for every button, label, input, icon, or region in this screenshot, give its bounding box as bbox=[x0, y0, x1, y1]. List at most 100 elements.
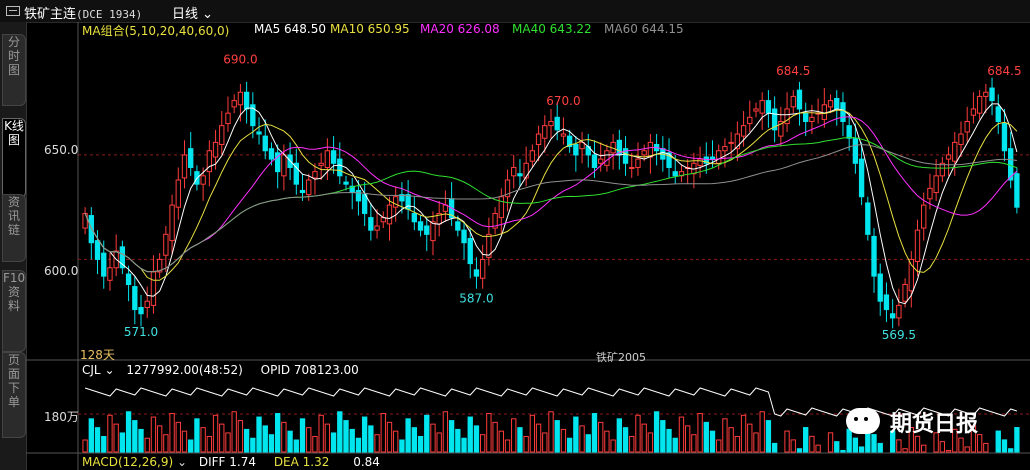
volume-bar bbox=[405, 418, 411, 453]
volume-bar bbox=[306, 427, 312, 453]
period-selector[interactable]: 日线 ⌄ bbox=[172, 3, 213, 22]
candle-body bbox=[417, 221, 424, 231]
volume-bar bbox=[858, 446, 865, 453]
tab-news-chain[interactable]: 资讯链 bbox=[2, 194, 26, 262]
candle-body bbox=[293, 162, 299, 185]
candle-body bbox=[703, 156, 709, 164]
candle-body bbox=[492, 212, 498, 229]
volume-bar bbox=[834, 441, 840, 453]
volume-bar bbox=[250, 437, 256, 453]
volume-bar bbox=[150, 416, 157, 453]
candle-body bbox=[461, 229, 467, 244]
candle-body bbox=[641, 150, 647, 156]
volume-bar bbox=[684, 425, 691, 453]
candle-body bbox=[740, 125, 747, 137]
candle-body bbox=[635, 158, 641, 168]
candle-body bbox=[591, 154, 598, 168]
volume-bar bbox=[722, 418, 728, 453]
candle-body bbox=[231, 100, 237, 108]
ma-line-ma40 bbox=[84, 136, 1018, 273]
volume-bar bbox=[647, 432, 654, 453]
volume-bar bbox=[181, 430, 188, 453]
ma-line-ma5 bbox=[84, 103, 1018, 305]
volume-bar bbox=[914, 435, 921, 453]
volume-bar bbox=[591, 413, 598, 453]
candle-body bbox=[262, 135, 268, 152]
volume-bar bbox=[629, 435, 635, 453]
candle-body bbox=[598, 158, 604, 164]
volume-bar bbox=[939, 441, 946, 453]
instrument-selector[interactable]: 铁矿主连(DCE 1934) bbox=[24, 3, 142, 22]
volume-bar bbox=[169, 413, 175, 453]
volume-bar bbox=[479, 434, 486, 453]
volume-label[interactable]: CJL bbox=[82, 363, 101, 377]
tab-order[interactable]: 页面下单 bbox=[2, 352, 26, 438]
volume-bar bbox=[119, 432, 126, 453]
volume-legend: CJL ⌄ 1277992.00(48:52) OPID 708123.00 bbox=[82, 363, 359, 377]
candle-body bbox=[846, 125, 852, 139]
candle-body bbox=[722, 146, 728, 152]
volume-bar bbox=[200, 427, 206, 453]
candle-body bbox=[330, 150, 337, 164]
dea-value: DEA 1.32 bbox=[273, 455, 330, 469]
candle-body bbox=[821, 104, 827, 120]
menu-icon[interactable] bbox=[6, 6, 20, 16]
candle-body bbox=[393, 196, 399, 208]
candle-body bbox=[716, 150, 722, 164]
volume-bar bbox=[790, 439, 796, 453]
candle-body bbox=[1014, 173, 1020, 208]
volume-bar bbox=[138, 428, 144, 453]
volume-bar bbox=[871, 434, 877, 453]
volume-bar bbox=[579, 425, 585, 453]
volume-bar bbox=[330, 432, 337, 453]
volume-bar bbox=[324, 423, 331, 453]
candle-body bbox=[573, 143, 579, 156]
volume-bar bbox=[492, 421, 498, 453]
volume-bar bbox=[337, 411, 343, 453]
volume-bar bbox=[243, 428, 250, 453]
volume-bar bbox=[716, 439, 722, 453]
tab-f10[interactable]: F10资料 bbox=[2, 270, 26, 352]
volume-bar bbox=[237, 420, 244, 453]
candle-body bbox=[560, 133, 567, 137]
volume-bar bbox=[349, 428, 355, 453]
candle-body bbox=[840, 102, 846, 122]
volume-bar bbox=[616, 418, 623, 453]
volume-value: 1277992.00(48:52) bbox=[126, 363, 243, 377]
candle-body bbox=[479, 258, 486, 279]
volume-bar bbox=[225, 432, 231, 453]
tab-kline[interactable]: K线图 bbox=[2, 118, 26, 198]
price-annotation: 571.0 bbox=[124, 325, 158, 339]
volume-bar bbox=[902, 448, 908, 453]
macd-label[interactable]: MACD(12,26,9) bbox=[82, 455, 174, 469]
volume-bar bbox=[560, 428, 567, 453]
ma-group-label[interactable]: MA组合(5,10,20,40,60,0) bbox=[82, 24, 230, 38]
chevron-down-icon: ⌄ bbox=[104, 363, 115, 377]
candle-body bbox=[337, 158, 343, 177]
volume-bar bbox=[82, 439, 88, 453]
candle-body bbox=[629, 166, 635, 169]
candle-body bbox=[424, 225, 430, 235]
volume-bar bbox=[747, 423, 753, 453]
volume-bar bbox=[511, 418, 517, 453]
candle-body bbox=[958, 133, 964, 145]
candle-body bbox=[697, 158, 703, 166]
candle-body bbox=[858, 158, 865, 198]
candle-body bbox=[343, 181, 349, 185]
volume-bar bbox=[846, 428, 852, 453]
candle-body bbox=[976, 95, 983, 114]
tab-intraday[interactable]: 分时图 bbox=[2, 34, 26, 106]
candle-body bbox=[163, 233, 169, 256]
volume-bar bbox=[1014, 427, 1020, 453]
candle-body bbox=[734, 133, 741, 150]
candle-body bbox=[1001, 123, 1008, 152]
volume-bar bbox=[355, 437, 362, 453]
volume-bar bbox=[958, 437, 964, 453]
chevron-down-icon: ⌄ bbox=[202, 7, 214, 22]
candle-body bbox=[138, 306, 144, 315]
candle-body bbox=[306, 179, 312, 196]
candle-body bbox=[765, 100, 772, 114]
volume-bar bbox=[678, 416, 685, 453]
volume-bar bbox=[107, 414, 113, 453]
